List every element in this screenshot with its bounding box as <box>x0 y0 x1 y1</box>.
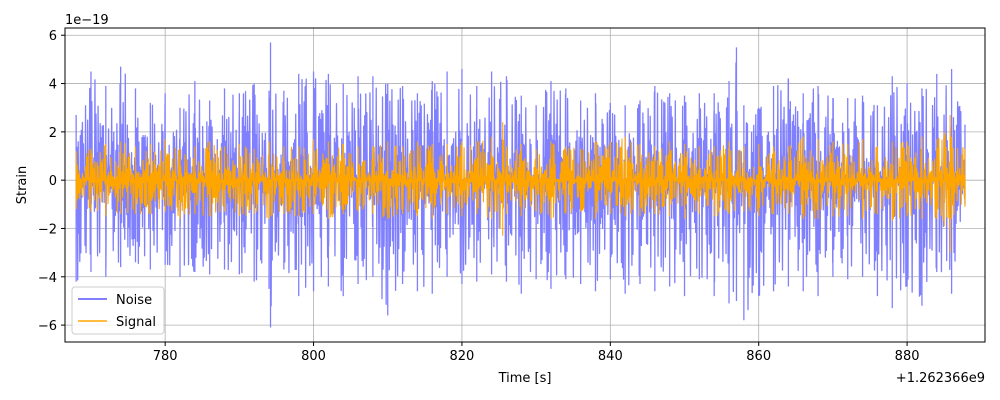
x-axis-label: Time [s] <box>498 371 552 386</box>
x-offset-label: +1.262366e9 <box>896 371 985 386</box>
y-tick-label: 0 <box>49 174 57 189</box>
x-tick-label: 860 <box>746 349 771 364</box>
legend: Noise Signal <box>71 286 165 335</box>
tick-layer: 780 800 820 840 860 880 −6 −4 −2 0 2 4 6 <box>38 29 920 364</box>
series-line-signal <box>75 114 966 253</box>
x-tick-label: 820 <box>450 349 475 364</box>
y-tick-label: 2 <box>49 126 57 141</box>
x-tick-label: 840 <box>598 349 623 364</box>
y-tick-label: 4 <box>49 78 57 93</box>
y-tick-label: −4 <box>38 271 57 286</box>
series-layer <box>75 42 966 328</box>
y-scale-label: 1e−19 <box>65 13 109 28</box>
x-tick-label: 800 <box>301 349 326 364</box>
y-tick-label: −6 <box>38 319 57 334</box>
y-tick-label: 6 <box>49 29 57 44</box>
y-axis-label: Strain <box>15 166 30 205</box>
legend-label-signal: Signal <box>116 315 156 330</box>
plot-frame <box>64 27 986 343</box>
y-tick-label: −2 <box>38 222 57 237</box>
x-tick-label: 780 <box>153 349 178 364</box>
legend-label-noise: Noise <box>116 293 152 308</box>
x-tick-label: 880 <box>895 349 920 364</box>
